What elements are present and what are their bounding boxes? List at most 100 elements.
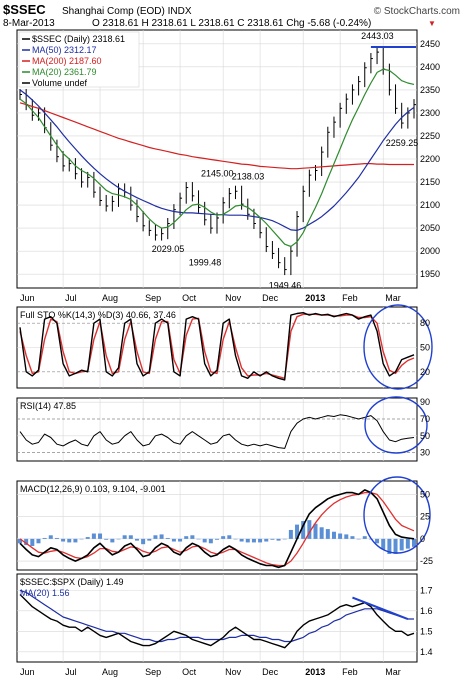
ratio-ma20-line [19, 589, 414, 643]
macd-line [19, 489, 415, 569]
macd-histogram-bar [381, 538, 386, 550]
macd-histogram-bar [85, 537, 90, 539]
price-tick-label: 2050 [420, 223, 440, 233]
annotation-layer [352, 46, 433, 620]
ma200-line [19, 102, 414, 170]
rsi-tick-label: 90 [420, 397, 430, 407]
legend-entry: MA(200) 2187.60 [32, 56, 102, 66]
bottom-x-axis-label: Nov [225, 667, 242, 677]
macd-histogram-bar [356, 538, 361, 540]
legend-entry: Volume undef [32, 78, 88, 88]
chart-symbol: $SSEC [3, 2, 46, 17]
macd-histogram-bar [159, 534, 164, 539]
legend-entry: MA(20) 2361.79 [32, 67, 97, 77]
ratio-panel [16, 573, 418, 663]
macd-histogram-bar [282, 538, 287, 540]
macd-histogram-bar [147, 538, 152, 541]
price-tick-label: 2000 [420, 246, 440, 256]
macd-histogram-bar [338, 533, 343, 539]
ratio-tick-label: 1.5 [420, 626, 433, 636]
rsi-legend: RSI(14) 47.85 [20, 401, 76, 411]
sto-circle-annotation [363, 304, 433, 390]
price-annotation: 1949.46 [269, 281, 302, 291]
macd-histogram-bar [48, 535, 53, 539]
ohlc-readout: O 2318.61 H 2318.61 L 2318.61 C 2318.61 … [92, 18, 371, 29]
macd-histogram-bar [227, 535, 232, 539]
macd-legend: MACD(12,26,9) 0.103, 9.104, -9.001 [20, 484, 166, 494]
price-annotation: 2259.25 [386, 138, 419, 148]
x-axis-label: Jul [65, 293, 77, 303]
x-axis-label: Mar [385, 293, 401, 303]
x-axis-label: Jun [20, 293, 35, 303]
macd-histogram-bar [61, 538, 66, 542]
chart-name: Shanghai Comp (EOD) INDX [62, 6, 192, 17]
macd-histogram-bar [393, 538, 398, 554]
x-axis-label: Nov [225, 293, 242, 303]
macd-histogram-bar [239, 538, 244, 542]
rsi-line [19, 414, 415, 449]
macd-histogram-bar [350, 536, 355, 539]
price-annotation: 2029.05 [152, 244, 185, 254]
price-tick-label: 2400 [420, 62, 440, 72]
ratio-legend: $SSEC:$SPX (Daily) 1.49 [20, 577, 124, 587]
macd-histogram-bar [36, 538, 41, 544]
price-annotation: 2145.00 [201, 168, 234, 178]
macd-histogram-bar [98, 533, 103, 539]
x-axis-label: 2013 [305, 293, 325, 303]
bottom-x-axis-label: Dec [262, 667, 279, 677]
price-tick-label: 2100 [420, 200, 440, 210]
sto-tick-label: 20 [420, 367, 430, 377]
rsi-tick-label: 30 [420, 448, 430, 458]
price-tick-label: 2350 [420, 85, 440, 95]
macd-histogram-bar [295, 524, 300, 539]
macd-histogram-bar [399, 538, 404, 551]
macd-histogram-bar [79, 538, 84, 540]
macd-histogram-bar [276, 538, 281, 541]
macd-histogram-bar [42, 537, 47, 539]
price-tick-label: 2250 [420, 131, 440, 141]
macd-histogram-bar [196, 538, 201, 540]
macd-histogram-bar [24, 538, 29, 546]
macd-histogram-bar [215, 538, 219, 540]
macd-histogram-bar [233, 538, 238, 540]
macd-tick-label: 50 [420, 489, 430, 499]
macd-histogram-bar [91, 533, 96, 539]
rsi-tick-label: 50 [420, 431, 430, 441]
rsi-panel [16, 397, 418, 462]
macd-histogram-bar [202, 538, 207, 543]
bottom-x-axis-label: Jun [20, 667, 35, 677]
series-layer [18, 46, 416, 649]
macd-histogram-bar [375, 538, 380, 544]
price-tick-label: 2300 [420, 108, 440, 118]
x-axis-label: Sep [145, 293, 161, 303]
price-annotation: 1999.48 [189, 258, 222, 268]
macd-histogram-bar [288, 529, 293, 539]
change-down-icon: ▼ [428, 19, 436, 28]
x-axis-label: Feb [342, 293, 358, 303]
ratio-legend: MA(20) 1.56 [20, 588, 70, 598]
macd-histogram-bar [153, 535, 158, 539]
macd-histogram-bar [122, 535, 127, 539]
price-tick-label: 1950 [420, 269, 440, 279]
ratio-tick-label: 1.4 [420, 647, 433, 657]
bottom-x-axis-label: 2013 [305, 667, 325, 677]
macd-histogram-bar [301, 521, 306, 539]
macd-histogram-bar [171, 538, 176, 542]
macd-histogram-bar [319, 527, 324, 539]
macd-histogram-bar [184, 536, 189, 539]
macd-histogram-bar [331, 531, 336, 539]
macd-histogram-bar [307, 520, 312, 539]
macd-tick-label: 25 [420, 512, 430, 522]
x-axis-label: Dec [262, 293, 279, 303]
legend-entry: $SSEC (Daily) 2318.61 [32, 34, 125, 44]
macd-circle-annotation [363, 476, 431, 554]
price-annotation: 2138.03 [232, 172, 265, 182]
macd-histogram-bar [30, 538, 35, 546]
macd-histogram-bar [208, 538, 213, 544]
text-layer: 1950200020502100215022002250230023502400… [18, 31, 440, 677]
macd-histogram-bar [251, 538, 256, 543]
macd-histogram-bar [221, 536, 226, 539]
macd-histogram-bar [362, 536, 367, 539]
macd-histogram-bar [116, 538, 121, 540]
macd-histogram-bar [270, 538, 275, 540]
